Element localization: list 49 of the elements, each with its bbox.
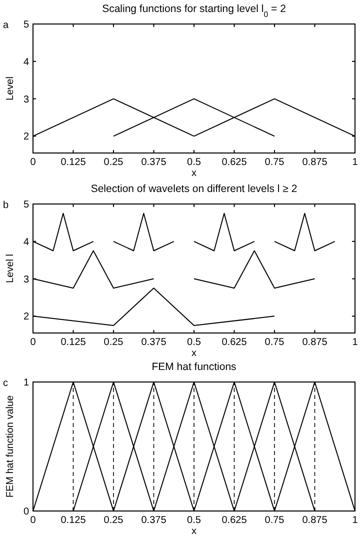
y-tick-label: 4 [23,56,30,68]
x-tick-label: 0.375 [141,157,167,168]
x-tick-label: 0.625 [222,337,248,348]
x-tick-label: 1 [352,337,358,348]
chart-title: Selection of wavelets on different levels l ≥ 2 [90,183,298,195]
y-axis-title: Level [5,76,16,100]
y-axis-title: Level l [5,254,16,283]
x-tick-label: 0.375 [141,337,167,348]
y-tick-label: 5 [23,20,30,30]
x-tick-label: 0 [30,157,36,168]
x-tick-label: 0.25 [104,157,124,168]
x-axis-title: x [192,348,196,359]
x-tick-label: 0.875 [302,337,328,348]
x-tick-label: 0.75 [264,337,285,348]
x-tick-label: 0.625 [222,157,248,168]
chart-title: FEM hat functions [152,361,236,373]
x-tick-label: 0 [30,337,36,348]
x-tick-label: 0.75 [264,157,285,168]
x-tick-label: 0 [30,515,36,526]
x-tick-label: 0.25 [104,337,124,348]
y-tick-label: 1 [23,378,30,388]
y-tick-label: 5 [23,200,30,210]
y-tick-label: 4 [23,236,30,248]
x-tick-label: 0.625 [222,515,248,526]
x-tick-label: 0.125 [60,157,86,168]
y-tick-label: 3 [23,94,30,106]
x-tick-label: 1 [352,515,358,526]
x-tick-label: 0.125 [60,515,86,526]
x-tick-label: 0.5 [187,337,202,348]
x-axis-title: x [192,526,196,537]
y-tick-label: 2 [23,312,30,323]
y-tick-label: 0 [23,506,30,518]
y-tick-label: 3 [23,274,30,286]
x-tick-label: 0.125 [60,337,86,348]
text: c [3,378,8,389]
x-tick-label: 0.375 [141,515,167,526]
y-axis-title: FEM hat function value [5,394,16,498]
x-tick-label: 0.875 [302,515,328,526]
y-tick-label: 2 [23,132,30,143]
x-axis-title: x [192,168,196,179]
x-tick-label: 0.25 [104,515,124,526]
text: b [3,200,9,211]
x-tick-label: 0.875 [302,157,328,168]
x-tick-label: 0.75 [264,515,285,526]
chart-title: Scaling functions for starting level l$_{0}$ = 2 [102,3,286,18]
text: a [3,20,9,31]
x-tick-label: 0.5 [187,157,202,168]
x-tick-label: 1 [352,157,358,168]
x-tick-label: 0.5 [187,515,202,526]
